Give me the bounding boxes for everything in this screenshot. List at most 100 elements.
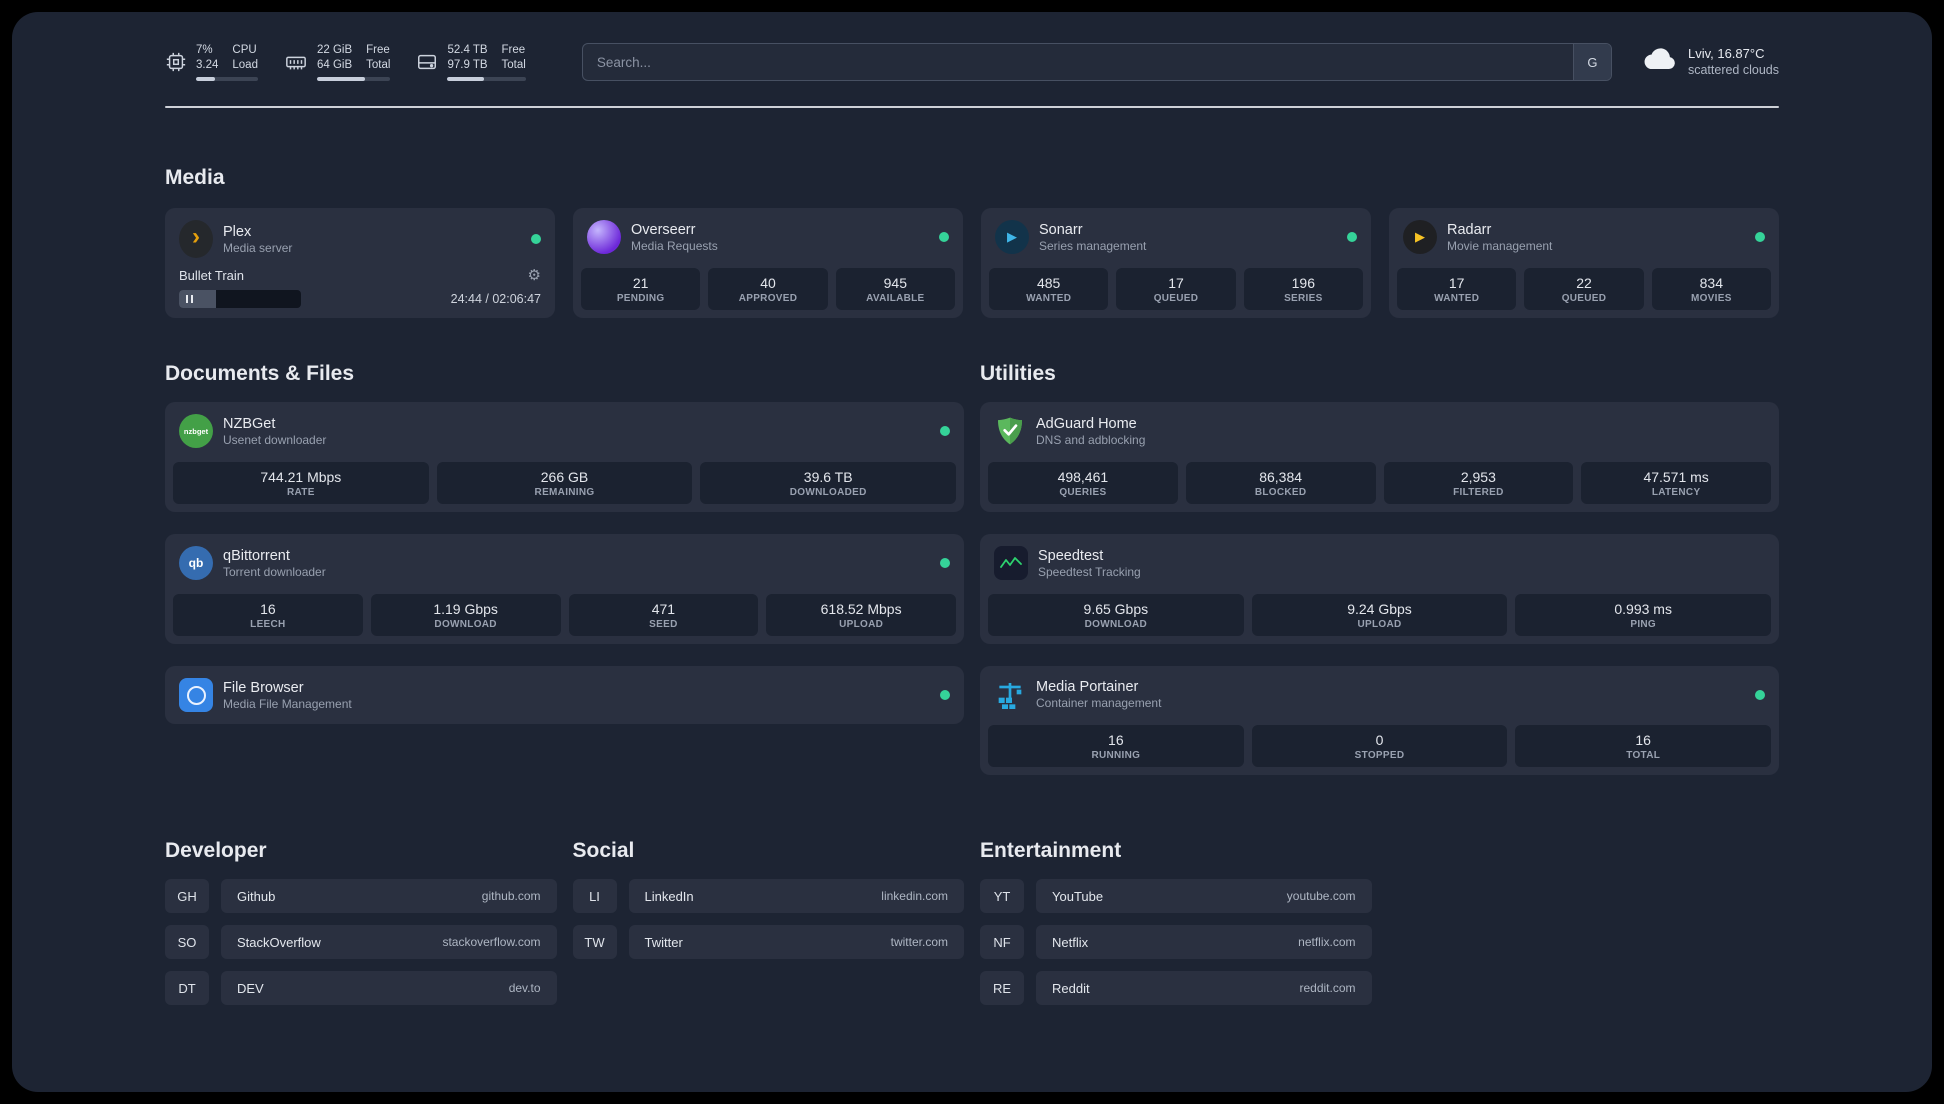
portainer-icon (994, 679, 1026, 711)
memory-icon (284, 51, 308, 73)
bookmark-abbr: LI (572, 879, 617, 913)
service-link-nzbget[interactable]: nzbget NZBGet Usenet downloader (173, 410, 956, 452)
cpu-icon (165, 51, 187, 73)
now-playing-title: Bullet Train (179, 268, 245, 283)
memory-progress-track (316, 77, 391, 81)
bookmark-abbr: TW (572, 925, 617, 959)
bookmark-abbr: RE (980, 971, 1024, 1005)
service-link-speedtest[interactable]: Speedtest Speedtest Tracking (988, 542, 1771, 584)
weather-widget[interactable]: Lviv, 16.87°C scattered clouds (1642, 45, 1779, 79)
stat-running: 16 RUNNING (988, 725, 1244, 767)
cloud-icon (1642, 47, 1678, 78)
weather-condition: scattered clouds (1687, 63, 1779, 77)
bookmark-twitter[interactable]: TW Twitter twitter.com (572, 925, 964, 959)
speedtest-icon (994, 546, 1028, 580)
stat-queries: 498,461 QUERIES (988, 462, 1178, 504)
cpu-progress-fill (196, 77, 215, 81)
status-dot (1755, 232, 1765, 242)
bookmark-abbr: YT (980, 879, 1024, 913)
bookmark-youtube[interactable]: YT YouTube youtube.com (980, 879, 1372, 913)
qbittorrent-icon: qb (179, 546, 213, 580)
service-desc: Media Requests (631, 238, 718, 253)
service-link-filebrowser[interactable]: File Browser Media File Management (173, 674, 956, 716)
section-title-entertainment: Entertainment (980, 839, 1122, 862)
service-stats: 16 LEECH 1.19 Gbps DOWNLOAD 471 SEED 6 (173, 584, 956, 636)
playback-progress-bar[interactable] (179, 290, 301, 308)
adguard-icon (994, 414, 1026, 448)
bookmark-abbr: SO (165, 925, 209, 959)
bookmark-name: LinkedIn (644, 888, 694, 904)
search-input[interactable] (582, 44, 1573, 80)
playback-time: 24:44 / 02:06:47 (450, 292, 541, 306)
stat-seed: 471 SEED (568, 594, 759, 636)
status-dot (1755, 689, 1765, 700)
service-link-adguard[interactable]: AdGuard Home DNS and adblocking (988, 410, 1771, 452)
disk-free-label: Free (501, 44, 526, 56)
bookmark-netflix[interactable]: NF Netflix netflix.com (980, 925, 1372, 959)
status-dot (940, 426, 950, 436)
service-name: Overseerr (631, 221, 696, 238)
memory-free: 22 GiB (316, 44, 353, 56)
service-name: NZBGet (223, 415, 276, 432)
cpu-label: CPU (232, 44, 257, 56)
bookmark-name: Github (237, 888, 276, 904)
bookmark-name: Netflix (1052, 934, 1089, 950)
status-dot (939, 232, 949, 242)
bookmark-name: Reddit (1052, 980, 1090, 996)
pause-icon[interactable] (186, 295, 193, 303)
service-link-plex[interactable]: › Plex Media server (173, 216, 547, 262)
service-desc: DNS and adblocking (1036, 432, 1146, 447)
dashboard: 7% CPU 3.24 Load 22 GiB Free (12, 12, 1932, 1092)
service-card-radarr: ▶ Radarr Movie management 17 WANTED 22 Q… (1389, 208, 1779, 318)
section-title-media: Media (165, 166, 225, 189)
bookmark-linkedin[interactable]: LI LinkedIn linkedin.com (572, 879, 964, 913)
bookmark-dev[interactable]: DT DEV dev.to (165, 971, 557, 1005)
bookmark-name: Twitter (644, 934, 683, 950)
service-name: Radarr (1447, 221, 1492, 238)
cpu-progress-track (196, 77, 258, 81)
bookmark-stackoverflow[interactable]: SO StackOverflow stackoverflow.com (165, 925, 557, 959)
bookmark-abbr: NF (980, 925, 1024, 959)
service-link-overseerr[interactable]: Overseerr Media Requests (581, 216, 955, 258)
service-desc: Media File Management (223, 696, 352, 711)
service-link-radarr[interactable]: ▶ Radarr Movie management (1397, 216, 1771, 258)
disk-free: 52.4 TB (447, 44, 488, 56)
section-documents-files: Documents & Files nzbget NZBGet Usenet d… (165, 362, 964, 775)
bookmark-reddit[interactable]: RE Reddit reddit.com (980, 971, 1372, 1005)
section-title-files: Documents & Files (165, 362, 355, 385)
bookmark-github[interactable]: GH Github github.com (165, 879, 557, 913)
service-stats: 498,461 QUERIES 86,384 BLOCKED 2,953 FIL… (988, 452, 1771, 504)
bookmark-url: dev.to (508, 981, 541, 995)
status-dot (940, 558, 950, 568)
stat-filtered: 2,953 FILTERED (1383, 462, 1574, 504)
disk-total: 97.9 TB (447, 59, 488, 71)
service-name: Speedtest (1038, 547, 1104, 564)
stat-queued: 17 QUEUED (1116, 268, 1236, 310)
memory-progress-fill (316, 77, 366, 81)
cpu-load: 3.24 (196, 59, 219, 71)
stat-wanted: 485 WANTED (989, 268, 1109, 310)
bookmark-group-empty (1388, 839, 1780, 1005)
media-grid: › Plex Media server Bullet Train ⚙ (165, 208, 1779, 318)
top-bar: 7% CPU 3.24 Load 22 GiB Free (165, 12, 1779, 86)
service-link-qbittorrent[interactable]: qb qBittorrent Torrent downloader (173, 542, 956, 584)
service-name: Sonarr (1039, 221, 1083, 238)
service-link-sonarr[interactable]: ▶ Sonarr Series management (989, 216, 1363, 258)
stat-blocked: 86,384 BLOCKED (1185, 462, 1376, 504)
stat-ping: 0.993 ms PING (1515, 594, 1772, 636)
bookmark-url: github.com (481, 889, 541, 903)
service-link-portainer[interactable]: Media Portainer Container management (988, 674, 1771, 715)
disk-total-label: Total (501, 59, 526, 71)
bookmark-group-entertainment: Entertainment YT YouTube youtube.com NF … (980, 839, 1372, 1005)
service-card-overseerr: Overseerr Media Requests 21 PENDING 40 A… (573, 208, 963, 318)
service-stats: 17 WANTED 22 QUEUED 834 MOVIES (1397, 258, 1771, 310)
service-desc: Speedtest Tracking (1038, 564, 1141, 579)
service-name: File Browser (223, 679, 304, 696)
status-dot (531, 234, 541, 244)
search-provider-button[interactable]: G (1572, 44, 1611, 80)
radarr-icon: ▶ (1403, 220, 1437, 254)
settings-gear-icon[interactable]: ⚙ (527, 266, 541, 284)
stat-latency: 47.571 ms LATENCY (1581, 462, 1771, 504)
stat-queued: 22 QUEUED (1524, 268, 1644, 310)
bookmark-url: twitter.com (890, 935, 948, 949)
